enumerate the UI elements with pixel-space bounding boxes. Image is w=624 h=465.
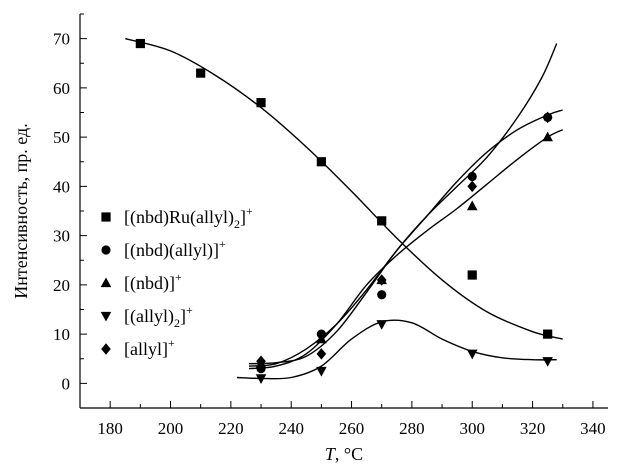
data-point-circle: [377, 290, 387, 300]
data-point-triangle-up: [466, 200, 478, 211]
series-curve-3: [236, 319, 557, 380]
axes: 180 200 220 240 260 280 300 320 340 0 10 20 30 40 50 60…: [53, 13, 608, 438]
data-point-square: [543, 329, 553, 339]
series-curve-4: [248, 43, 558, 365]
legend-marker-triangle-up: [100, 277, 112, 288]
x-tick-label: 180: [97, 419, 123, 438]
y-tick-label: 70: [53, 30, 70, 49]
data-point-triangle-down: [542, 357, 553, 367]
x-tick-label: 300: [459, 419, 485, 438]
data-point-diamond: [256, 355, 266, 367]
x-tick-label: 280: [399, 419, 425, 438]
data-point-square: [377, 216, 387, 226]
legend-entry-0: [(nbd)Ru(allyl)2]+: [124, 204, 253, 231]
x-tick-label: 220: [218, 419, 244, 438]
y-tick-label: 10: [53, 325, 70, 344]
x-tick-label: 340: [580, 419, 606, 438]
data-point-square: [196, 68, 206, 78]
data-point-square: [316, 157, 326, 167]
y-tick-label: 40: [53, 177, 70, 196]
data-point-square: [256, 98, 266, 108]
data-point-triangle-down: [466, 349, 478, 360]
series-curve-2: [248, 129, 564, 370]
data-point-diamond: [316, 348, 327, 360]
legend-entry-2: [(nbd)]+: [124, 270, 182, 294]
curves: [125, 37, 564, 380]
y-tick-label: 20: [53, 276, 70, 295]
data-point-triangle-down: [255, 374, 267, 384]
x-tick-label: 200: [158, 419, 184, 438]
series-curve-1: [248, 109, 563, 367]
data-point-circle: [467, 171, 477, 182]
data-point-diamond: [467, 180, 478, 193]
legend-entry-4: [allyl]+: [124, 336, 175, 359]
y-tick-label: 50: [53, 128, 70, 147]
y-axis-label: Интенсивность, пр. ед.: [11, 123, 31, 298]
legend-entry-1: [(nbd)(allyl)]+: [124, 237, 226, 261]
x-axis-label: T, °C: [325, 444, 363, 464]
data-point-square: [135, 38, 145, 49]
y-tick-label: 60: [53, 79, 70, 98]
legend-marker-circle: [101, 245, 111, 255]
series-curve-0: [125, 37, 563, 340]
legend-entry-3: [(allyl)2]+: [124, 303, 193, 330]
y-tick-label: 30: [53, 227, 70, 246]
data-point-square: [467, 270, 477, 280]
data-point-triangle-up: [316, 333, 327, 344]
legend-marker-square: [101, 212, 111, 222]
legend-marker-diamond: [101, 343, 111, 355]
data-point-diamond: [542, 111, 553, 124]
legend: [(nbd)Ru(allyl)2]+ [(nbd)(allyl)]+ [(nbd)]…: [100, 204, 253, 359]
data-point-triangle-down: [316, 366, 327, 377]
x-tick-label: 260: [339, 419, 365, 438]
y-tick-label: 0: [62, 374, 71, 393]
legend-marker-triangle-down: [100, 311, 112, 322]
data-point-triangle-down: [376, 320, 388, 330]
data-point-diamond: [376, 274, 387, 286]
x-tick-label: 320: [520, 419, 546, 438]
data-point-triangle-up: [542, 131, 553, 142]
data-markers: [135, 38, 553, 384]
x-tick-label: 240: [278, 419, 304, 438]
